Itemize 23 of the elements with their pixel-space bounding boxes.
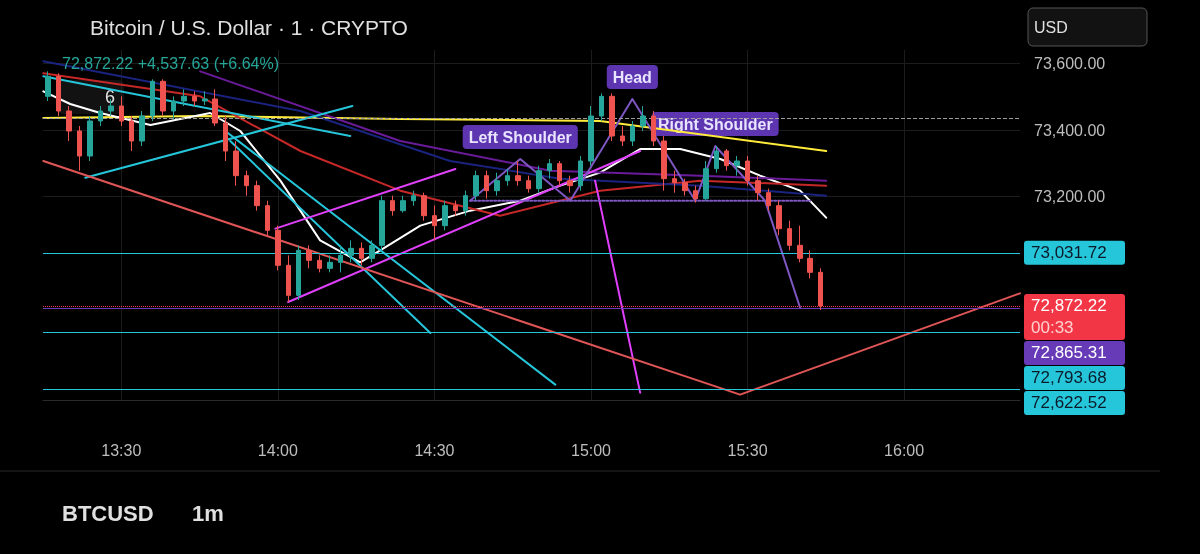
- chart-title: Bitcoin / U.S. Dollar · 1 · CRYPTO: [90, 16, 408, 39]
- x-tick-label: 15:30: [727, 441, 768, 459]
- y-tick-label: 73,200.00: [1034, 188, 1106, 206]
- text: BTCUSD: [62, 500, 154, 526]
- annotation: Head: [612, 68, 652, 86]
- ref-line-label: 72,793.68: [1031, 368, 1107, 388]
- annotation: 6: [105, 87, 116, 107]
- ref-line-label: 72,872.22: [1031, 296, 1107, 316]
- ref-line-label: 73,031.72: [1031, 243, 1107, 263]
- y-tick-label: 73,400.00: [1034, 121, 1106, 139]
- annotation: Left Shoulder: [468, 128, 572, 146]
- x-tick-label: 14:00: [257, 441, 298, 459]
- x-tick-label: 16:00: [884, 441, 925, 459]
- ref-line-label: 72,622.52: [1031, 393, 1107, 413]
- chart-subtitle: 72,872.22 +4,537.63 (+6.64%): [62, 54, 280, 72]
- text: 00:33: [1031, 318, 1074, 338]
- x-tick-label: 15:00: [570, 441, 612, 459]
- x-tick-label: 13:30: [101, 441, 142, 459]
- ref-line-label: 72,865.31: [1031, 343, 1107, 363]
- text: 1m: [192, 500, 224, 526]
- x-tick-label: 14:30: [414, 441, 455, 459]
- text: USD: [1034, 18, 1068, 36]
- y-tick-label: 73,600.00: [1034, 54, 1106, 72]
